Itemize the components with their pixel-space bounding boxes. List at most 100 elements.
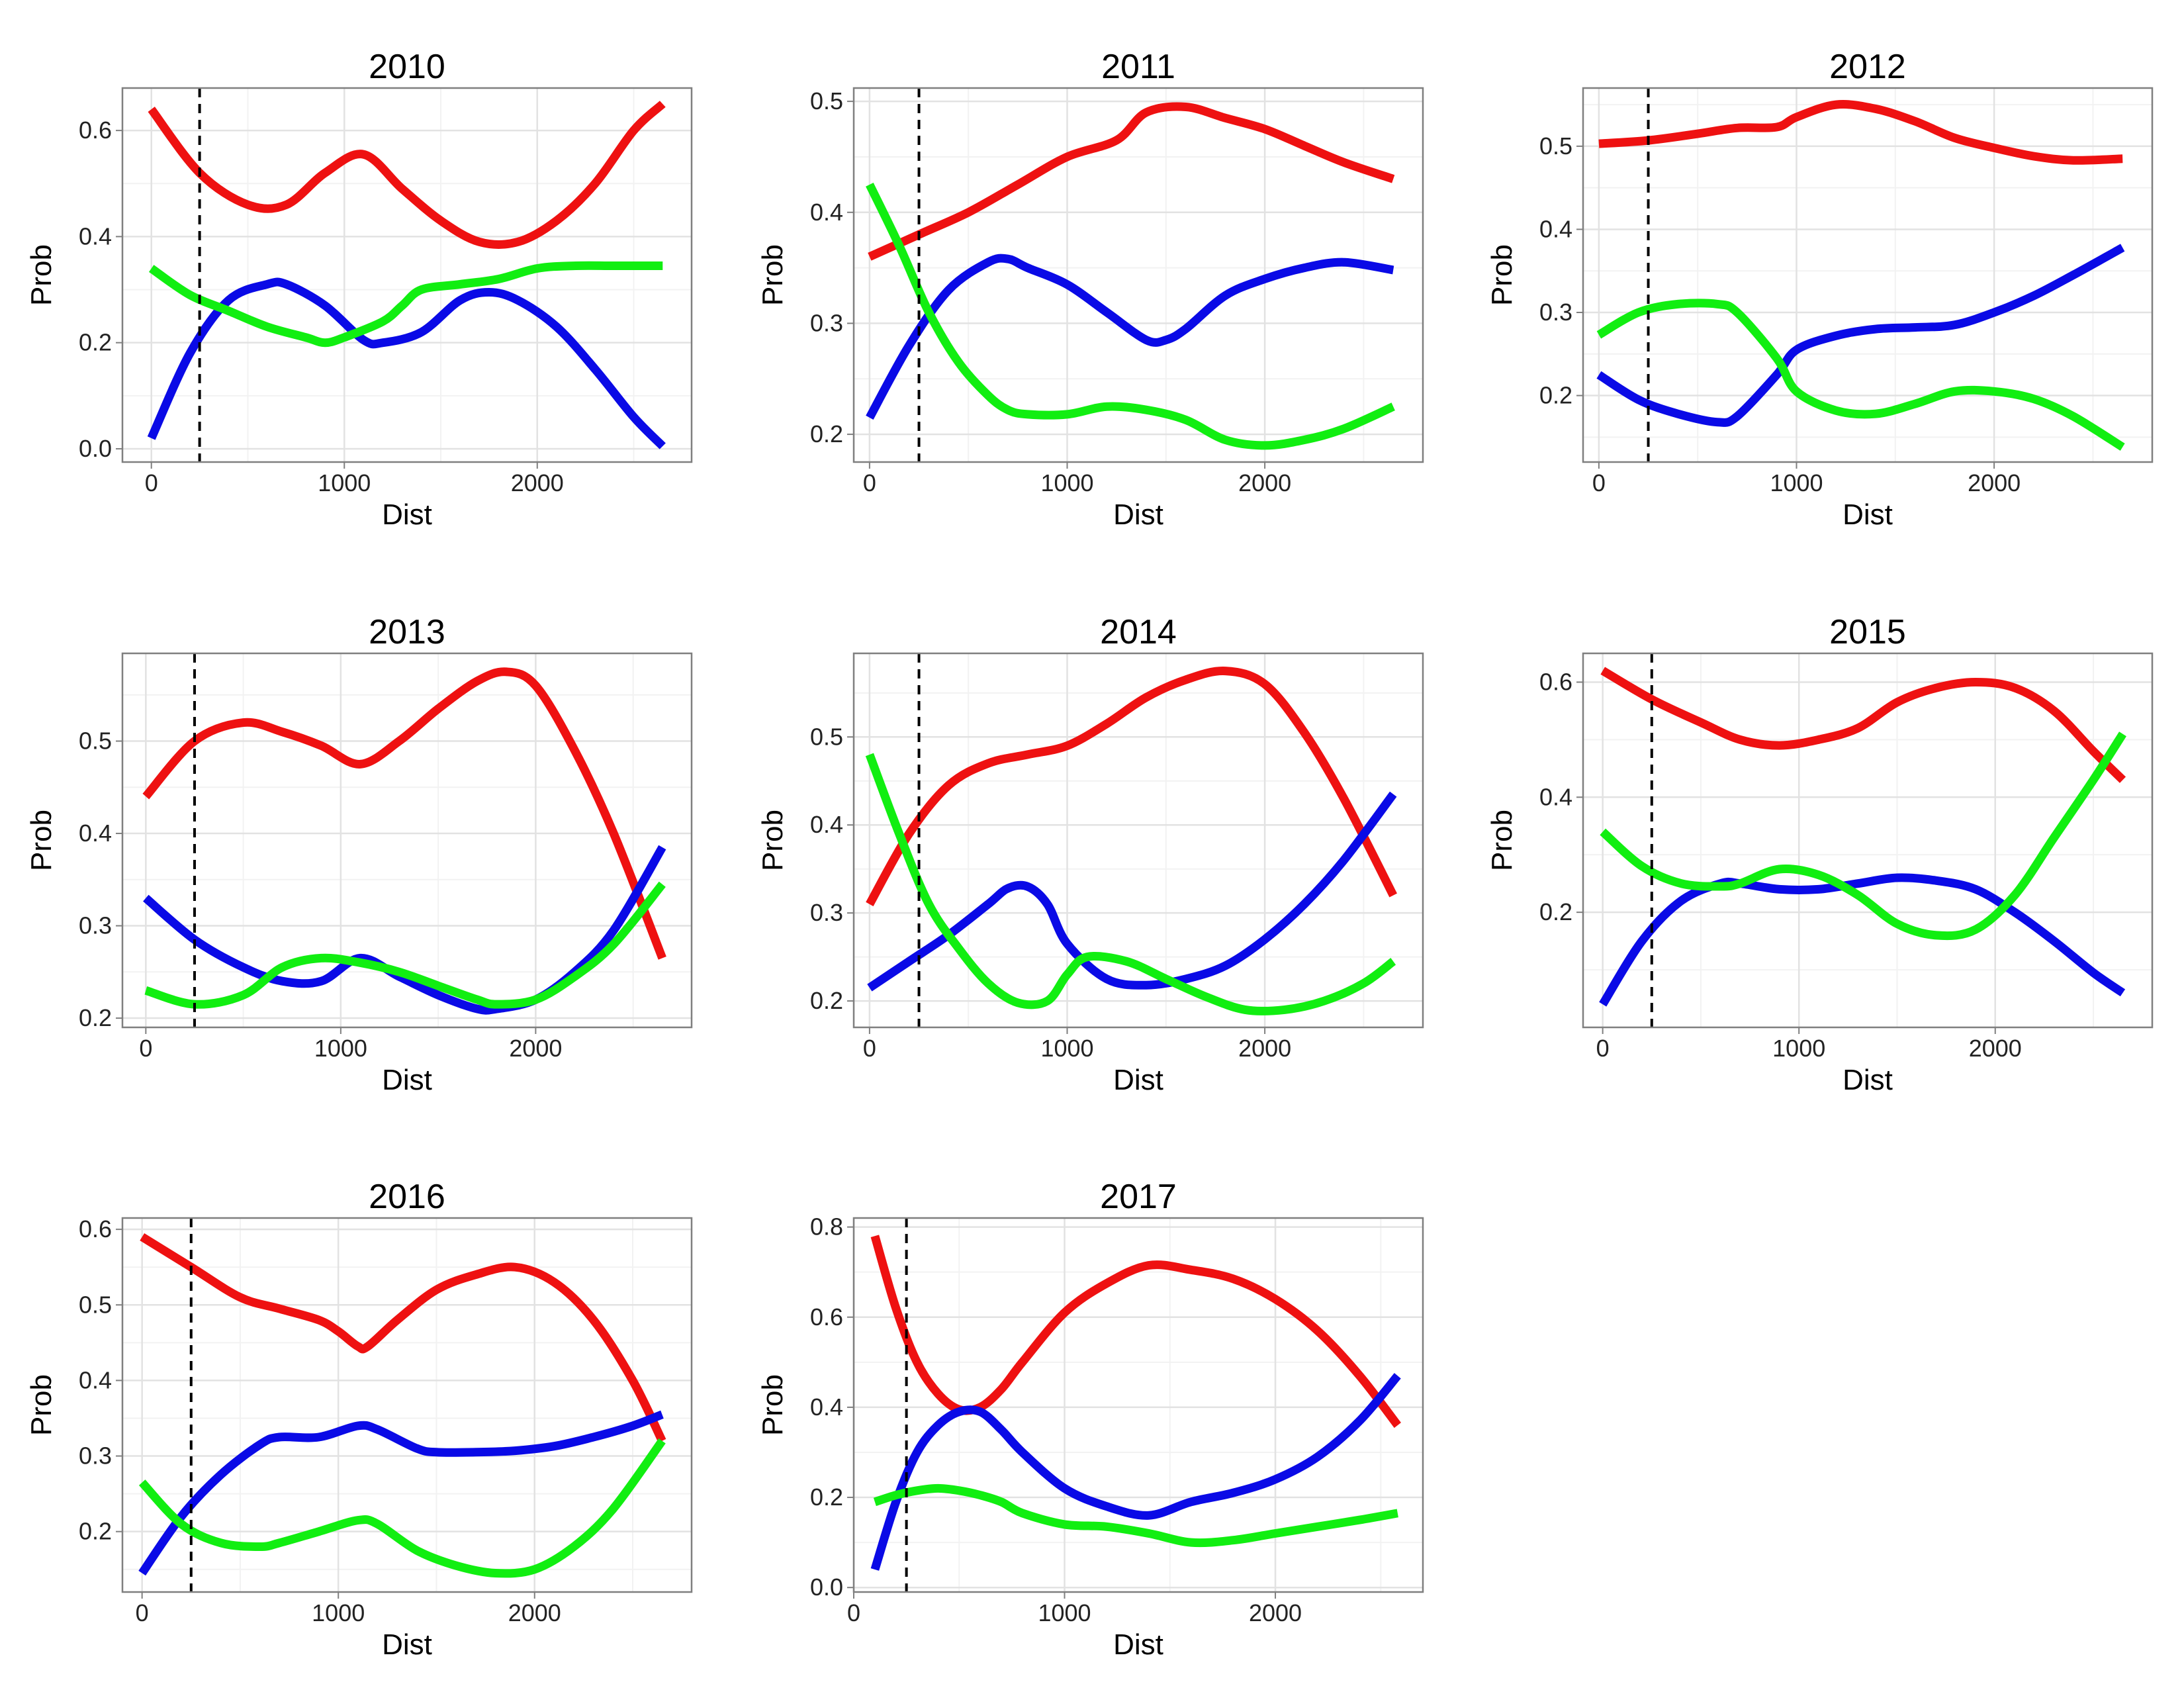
y-tick-label: 0.0 bbox=[79, 435, 112, 462]
plot-frame bbox=[852, 652, 1424, 1029]
x-tick-label: 2000 bbox=[1238, 1035, 1291, 1062]
panel-title: 2013 bbox=[369, 613, 445, 651]
x-tick-label: 1000 bbox=[1040, 469, 1093, 496]
y-tick-label: 0.2 bbox=[79, 329, 112, 356]
x-tick-label: 0 bbox=[863, 469, 876, 496]
x-axis-label: Dist bbox=[1113, 1064, 1163, 1096]
series-blue-line bbox=[867, 791, 1397, 992]
x-tick-label: 2000 bbox=[1969, 1035, 2022, 1062]
plot-frame bbox=[852, 87, 1424, 463]
y-tick-label: 0.5 bbox=[79, 727, 112, 755]
y-tick-label: 0.0 bbox=[810, 1573, 843, 1601]
x-tick-label: 2000 bbox=[1238, 469, 1291, 496]
y-tick-label: 0.4 bbox=[810, 811, 843, 838]
panel-title: 2011 bbox=[1101, 48, 1175, 86]
plot-background bbox=[854, 1218, 1423, 1592]
y-tick-label: 0.6 bbox=[1539, 668, 1572, 695]
x-tick-label: 2000 bbox=[508, 1599, 561, 1626]
y-tick-label: 0.4 bbox=[810, 199, 843, 226]
panel-2016: 0 1000 2000 0.2 0.3 0.4 0.5 0.6 2016 Dist Prob bbox=[25, 1178, 693, 1661]
series-green-line bbox=[138, 1438, 666, 1578]
plot-frame bbox=[1582, 87, 2154, 463]
x-axis-label: Dist bbox=[382, 1064, 432, 1096]
plot-frame bbox=[121, 87, 693, 463]
panel-2017: 0 1000 2000 0.0 0.2 0.4 0.6 0.8 2017 Dist Prob bbox=[756, 1178, 1424, 1661]
y-axis-label: Prob bbox=[1486, 810, 1518, 871]
plot-frame bbox=[1582, 652, 2154, 1029]
panel-title: 2015 bbox=[1829, 613, 1906, 651]
y-axis-label: Prob bbox=[756, 1374, 789, 1436]
x-tick-label: 1000 bbox=[1040, 1035, 1093, 1062]
x-axis-label: Dist bbox=[382, 1628, 432, 1661]
series-blue-line bbox=[147, 277, 666, 449]
y-tick-label: 0.2 bbox=[810, 1483, 843, 1511]
series-green-line bbox=[865, 753, 1396, 1015]
x-axis-label: Dist bbox=[1113, 1628, 1163, 1661]
panel-2010: 0 1000 2000 0.0 0.2 0.4 0.6 2010 Dist Prob bbox=[25, 48, 693, 531]
y-tick-label: 0.4 bbox=[79, 820, 112, 847]
x-tick-label: 0 bbox=[139, 1035, 152, 1062]
y-tick-label: 0.2 bbox=[810, 987, 843, 1014]
series-blue-line bbox=[866, 254, 1394, 420]
x-tick-label: 0 bbox=[863, 1035, 876, 1062]
x-tick-label: 2000 bbox=[509, 1035, 562, 1062]
series-red-line bbox=[1598, 100, 2123, 165]
y-tick-label: 0.6 bbox=[810, 1303, 843, 1331]
panel-2011: 0 1000 2000 0.2 0.3 0.4 0.5 2011 Dist Prob bbox=[756, 48, 1424, 531]
y-axis-label: Prob bbox=[25, 1374, 58, 1436]
series-green-line bbox=[148, 261, 663, 348]
series-red-line bbox=[148, 101, 666, 249]
series-red-line bbox=[866, 667, 1397, 907]
y-tick-label: 0.2 bbox=[79, 1004, 112, 1031]
series-green-line bbox=[1596, 299, 2125, 451]
series-blue-line bbox=[138, 1410, 664, 1576]
y-axis-label: Prob bbox=[25, 244, 58, 306]
x-axis-label: Dist bbox=[1843, 1064, 1893, 1096]
y-tick-label: 0.2 bbox=[810, 420, 843, 447]
series-green-line bbox=[144, 881, 666, 1009]
series-red-line bbox=[870, 1235, 1401, 1429]
y-tick-label: 0.4 bbox=[79, 1366, 112, 1393]
y-tick-label: 0.5 bbox=[810, 87, 843, 115]
x-tick-label: 1000 bbox=[1772, 1035, 1825, 1062]
plot-background bbox=[854, 653, 1423, 1027]
y-tick-label: 0.8 bbox=[810, 1213, 843, 1241]
x-tick-label: 1000 bbox=[1038, 1599, 1091, 1626]
y-axis-label: Prob bbox=[756, 244, 789, 306]
series-green-line bbox=[866, 183, 1395, 450]
y-tick-label: 0.3 bbox=[810, 309, 843, 336]
x-tick-label: 0 bbox=[1596, 1035, 1610, 1062]
x-tick-label: 2000 bbox=[1249, 1599, 1302, 1626]
y-tick-label: 0.2 bbox=[79, 1518, 112, 1545]
x-axis-label: Dist bbox=[1113, 498, 1163, 531]
series-green-line bbox=[1600, 731, 2126, 941]
x-tick-label: 1000 bbox=[318, 469, 371, 496]
x-tick-label: 2000 bbox=[511, 469, 564, 496]
x-tick-label: 2000 bbox=[1968, 469, 2021, 496]
series-red-line bbox=[868, 102, 1395, 261]
series-red-line bbox=[142, 667, 666, 960]
panel-title: 2010 bbox=[369, 48, 445, 86]
x-tick-label: 0 bbox=[145, 469, 158, 496]
plot-frame bbox=[121, 652, 693, 1029]
y-tick-label: 0.4 bbox=[810, 1393, 843, 1421]
panel-2014: 0 1000 2000 0.2 0.3 0.4 0.5 2014 Dist Prob bbox=[756, 613, 1424, 1096]
plot-background bbox=[854, 88, 1423, 462]
plot-background bbox=[122, 88, 692, 462]
y-tick-label: 0.6 bbox=[79, 1215, 112, 1243]
panel-title: 2014 bbox=[1100, 613, 1177, 651]
series-blue-line bbox=[1596, 244, 2125, 427]
panel-title: 2017 bbox=[1100, 1178, 1177, 1216]
series-green-line bbox=[873, 1483, 1398, 1548]
series-red-line bbox=[140, 1233, 666, 1443]
y-tick-label: 0.5 bbox=[1539, 132, 1572, 160]
x-axis-label: Dist bbox=[1843, 498, 1893, 531]
panel-2013: 0 1000 2000 0.2 0.3 0.4 0.5 2013 Dist Prob bbox=[25, 613, 693, 1096]
y-tick-label: 0.2 bbox=[1539, 898, 1572, 925]
series-red-line bbox=[1600, 667, 2126, 783]
y-axis-label: Prob bbox=[25, 810, 58, 871]
series-blue-line bbox=[1599, 873, 2126, 1007]
panel-2015: 0 1000 2000 0.2 0.4 0.6 2015 Dist Prob bbox=[1486, 613, 2154, 1096]
y-tick-label: 0.4 bbox=[1539, 215, 1572, 242]
